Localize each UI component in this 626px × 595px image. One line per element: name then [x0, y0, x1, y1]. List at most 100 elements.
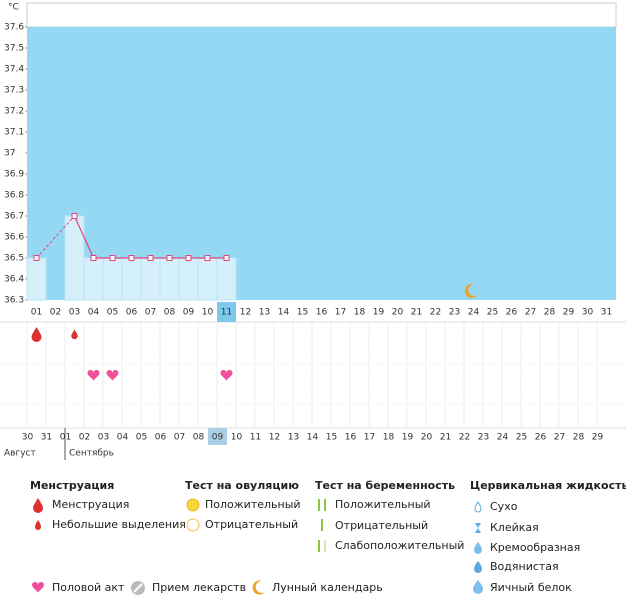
date-label: 20 [421, 433, 433, 443]
date-label: 08 [193, 433, 205, 443]
legend-item: Менструация [52, 498, 129, 511]
x-tick-label: 05 [107, 308, 118, 318]
date-label: 11 [250, 433, 261, 443]
legend-item: Сухо [490, 500, 518, 513]
date-label: 06 [155, 433, 167, 443]
icon [252, 580, 265, 595]
date-label: 23 [478, 433, 489, 443]
x-tick-label: 02 [50, 308, 61, 318]
icon [324, 499, 326, 511]
bar [159, 257, 180, 301]
month-label: Август [4, 449, 36, 459]
x-tick-label: 23 [449, 308, 460, 318]
date-label: 24 [497, 433, 509, 443]
x-tick-label: 19 [373, 308, 385, 318]
x-tick-label: 29 [563, 308, 575, 318]
y-tick-label: 36.6 [4, 233, 24, 243]
legend-item: Лунный календарь [272, 581, 383, 594]
date-label: 28 [573, 433, 585, 443]
point [33, 255, 40, 261]
legend: Менструация Менструация Небольшие выделе… [30, 479, 626, 595]
date-label: 31 [41, 433, 52, 443]
legend-item: Клейкая [490, 521, 539, 534]
point [128, 255, 135, 261]
bar [121, 257, 142, 301]
menstruation-mark [31, 327, 42, 342]
x-tick-label: 30 [582, 308, 594, 318]
x-tick-label: 15 [297, 308, 308, 318]
date-label: 19 [402, 433, 414, 443]
y-tick-label: 36.5 [4, 254, 24, 264]
point [185, 255, 192, 261]
date-label: 27 [554, 433, 565, 443]
bar [140, 257, 161, 301]
legend-title: Тест на беременность [315, 479, 455, 492]
y-tick-label: 37.2 [4, 107, 24, 117]
icon [33, 498, 43, 513]
y-tick-label: 37 [4, 149, 15, 159]
x-tick-label: 01 [31, 308, 42, 318]
date-label: 25 [516, 433, 527, 443]
date-label: 16 [345, 433, 357, 443]
bar [83, 257, 104, 301]
plot-background [27, 27, 616, 300]
x-tick-label: 21 [411, 308, 422, 318]
icon [186, 518, 200, 532]
x-tick-label: 08 [164, 308, 176, 318]
date-label: 02 [79, 433, 90, 443]
y-axis-label: °C [8, 3, 19, 13]
bar [102, 257, 123, 301]
legend-item: Водянистая [490, 560, 559, 573]
x-tick-label: 27 [525, 308, 536, 318]
x-tick-label: 16 [316, 308, 328, 318]
date-label: 14 [307, 433, 319, 443]
legend-title: Тест на овуляцию [185, 479, 299, 492]
date-label: 09 [212, 433, 224, 443]
x-tick-label: 03 [69, 308, 80, 318]
intercourse-mark [106, 370, 119, 381]
date-label: 29 [592, 433, 604, 443]
legend-item: Слабоположительный [335, 539, 464, 552]
y-tick-label: 36.8 [4, 191, 24, 201]
date-label: 05 [136, 433, 147, 443]
date-label: 13 [288, 433, 299, 443]
x-tick-label: 04 [88, 308, 100, 318]
x-tick-label: 24 [468, 308, 480, 318]
point [109, 255, 116, 261]
x-tick-label: 10 [202, 308, 214, 318]
gap-connector [36, 215, 75, 259]
icon [318, 540, 320, 552]
x-tick-label: 31 [601, 308, 612, 318]
y-tick-label: 36.4 [4, 275, 24, 285]
y-tick-label: 37.6 [4, 23, 24, 33]
legend-item: Небольшие выделения [52, 518, 186, 531]
date-label: 17 [364, 433, 375, 443]
date-label: 15 [326, 433, 337, 443]
date-label: 01 [60, 433, 71, 443]
point [147, 255, 154, 261]
date-label: 22 [459, 433, 470, 443]
y-tick-label: 36.3 [4, 296, 24, 306]
icon [133, 583, 143, 593]
x-tick-label: 20 [392, 308, 404, 318]
y-tick-label: 37.1 [4, 128, 24, 138]
date-label: 10 [231, 433, 243, 443]
x-tick-label: 07 [145, 308, 156, 318]
icon [324, 540, 326, 552]
date-label: 30 [22, 433, 34, 443]
x-tick-label: 09 [183, 308, 195, 318]
x-tick-label: 17 [335, 308, 346, 318]
y-tick-label: 36.7 [4, 212, 24, 222]
icon [474, 501, 482, 513]
icon [321, 519, 323, 531]
y-tick-label: 37.4 [4, 65, 24, 75]
x-tick-label: 26 [506, 308, 518, 318]
legend-item: Отрицательный [205, 518, 298, 531]
x-tick-label: 12 [240, 308, 251, 318]
date-label: 12 [269, 433, 280, 443]
legend-item: Прием лекарств [152, 581, 246, 594]
legend-item: Кремообразная [490, 541, 580, 554]
x-tick-label: 11 [221, 308, 232, 318]
plot-header [26, 2, 617, 28]
point [223, 255, 230, 261]
